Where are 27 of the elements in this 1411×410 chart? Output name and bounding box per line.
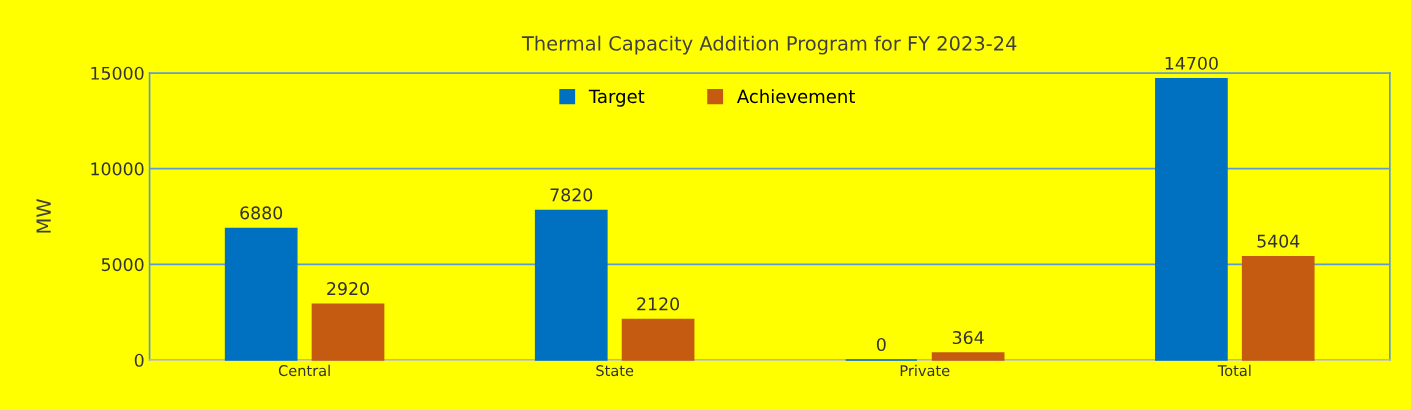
bar — [1155, 78, 1228, 361]
data-label: 6880 — [240, 206, 283, 220]
y-tick-label: 15000 — [91, 66, 144, 80]
bar — [311, 303, 385, 361]
data-label: 364 — [952, 330, 984, 345]
data-label: 2120 — [637, 297, 680, 311]
bar — [1241, 255, 1315, 361]
data-label: 7820 — [550, 188, 593, 202]
x-tick-label: State — [596, 365, 634, 377]
bar — [534, 209, 608, 361]
data-label: 14700 — [1165, 56, 1218, 70]
y-axis-title: MW — [36, 199, 51, 233]
data-label: 2920 — [327, 282, 369, 296]
x-tick-label: Central — [278, 364, 330, 377]
chart-title: Thermal Capacity Addition Program for FY 2023-24 — [521, 35, 1017, 55]
y-tick-label: 5000 — [101, 258, 144, 272]
data-label: 0 — [876, 337, 886, 352]
y-tick-label: 0 — [134, 353, 144, 367]
y-tick-label: 10000 — [91, 162, 144, 176]
x-tick-label: Total — [1217, 364, 1251, 377]
data-label: 5404 — [1257, 234, 1300, 248]
legend-label: Target — [588, 89, 645, 107]
x-tick-label: Private — [900, 364, 950, 377]
bar — [931, 352, 1005, 361]
bar — [621, 318, 695, 361]
legend-label: Achievement — [736, 89, 855, 104]
bar — [224, 227, 298, 361]
